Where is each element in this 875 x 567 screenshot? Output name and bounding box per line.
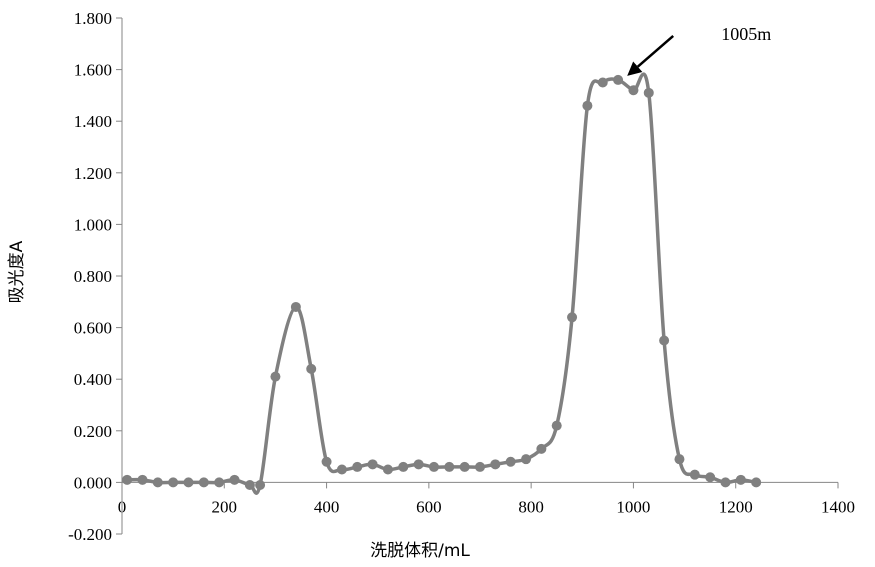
data-point: [613, 74, 624, 85]
data-point: [628, 85, 639, 96]
y-axis-title: 吸光度A: [7, 240, 27, 303]
data-point: [168, 477, 179, 488]
data-point: [643, 87, 654, 98]
data-point: [705, 472, 716, 483]
data-point: [367, 459, 378, 470]
data-point: [597, 77, 608, 88]
y-tick-label: 1.600: [74, 61, 112, 80]
y-tick-label: 0.200: [74, 422, 112, 441]
data-point: [152, 477, 163, 488]
data-point: [505, 456, 516, 467]
data-point: [444, 461, 455, 472]
x-axis-ticks: 0 200 400 600 800 1000 1200 1400: [118, 482, 855, 516]
data-point: [413, 459, 424, 470]
data-point: [689, 469, 700, 480]
data-point: [214, 477, 225, 488]
data-point: [352, 461, 363, 472]
data-point: [137, 474, 148, 485]
x-tick-label: 1000: [616, 497, 650, 516]
data-point: [255, 479, 266, 490]
data-point: [659, 335, 670, 346]
data-point: [475, 461, 485, 472]
x-tick-label: 1400: [821, 497, 855, 516]
x-tick-label: 1200: [719, 497, 753, 516]
annotation-arrow-head: [627, 61, 643, 76]
data-point: [321, 456, 332, 467]
y-tick-label: 1.400: [74, 112, 112, 131]
y-tick-label: 1.000: [74, 215, 112, 234]
annotation-arrow: [636, 34, 675, 68]
x-tick-label: 600: [416, 497, 442, 516]
data-point: [674, 454, 685, 465]
data-point: [198, 477, 209, 488]
y-tick-label: 0.800: [74, 267, 112, 286]
data-point: [122, 474, 133, 485]
data-point: [567, 312, 578, 323]
annotation-label: 1005m: [721, 24, 771, 44]
data-point: [735, 474, 746, 485]
x-tick-label: 200: [212, 497, 238, 516]
y-tick-label: 0.600: [74, 319, 112, 338]
y-tick-label: 0.000: [74, 473, 112, 492]
data-point: [290, 301, 301, 312]
data-point: [582, 100, 593, 111]
data-point: [551, 420, 562, 431]
series-points: [122, 74, 762, 490]
peak-annotation: 1005m: [627, 24, 771, 76]
data-point: [536, 443, 547, 454]
data-point: [490, 459, 501, 470]
data-point: [229, 474, 240, 485]
x-tick-label: 400: [314, 497, 340, 516]
data-point: [336, 464, 347, 475]
x-axis-title: 洗脱体积/mL: [370, 541, 470, 561]
data-point: [720, 477, 731, 488]
data-point: [521, 454, 532, 465]
data-point: [428, 461, 439, 472]
data-point: [306, 363, 317, 374]
data-point: [382, 464, 393, 475]
y-tick-label: 1.800: [74, 9, 112, 28]
y-tick-label: 1.200: [74, 164, 112, 183]
y-tick-label: -0.200: [68, 525, 112, 544]
data-point: [270, 371, 281, 382]
x-tick-label: 800: [518, 497, 544, 516]
data-point: [459, 461, 470, 472]
series-line: [125, 72, 758, 495]
data-point: [398, 461, 409, 472]
data-point: [183, 477, 194, 488]
data-point: [751, 477, 762, 488]
data-point: [244, 479, 255, 490]
y-axis-ticks: -0.200 0.000 0.200 0.400 0.600 0.800 1.000 1.20…: [68, 9, 122, 544]
y-tick-label: 0.400: [74, 370, 112, 389]
